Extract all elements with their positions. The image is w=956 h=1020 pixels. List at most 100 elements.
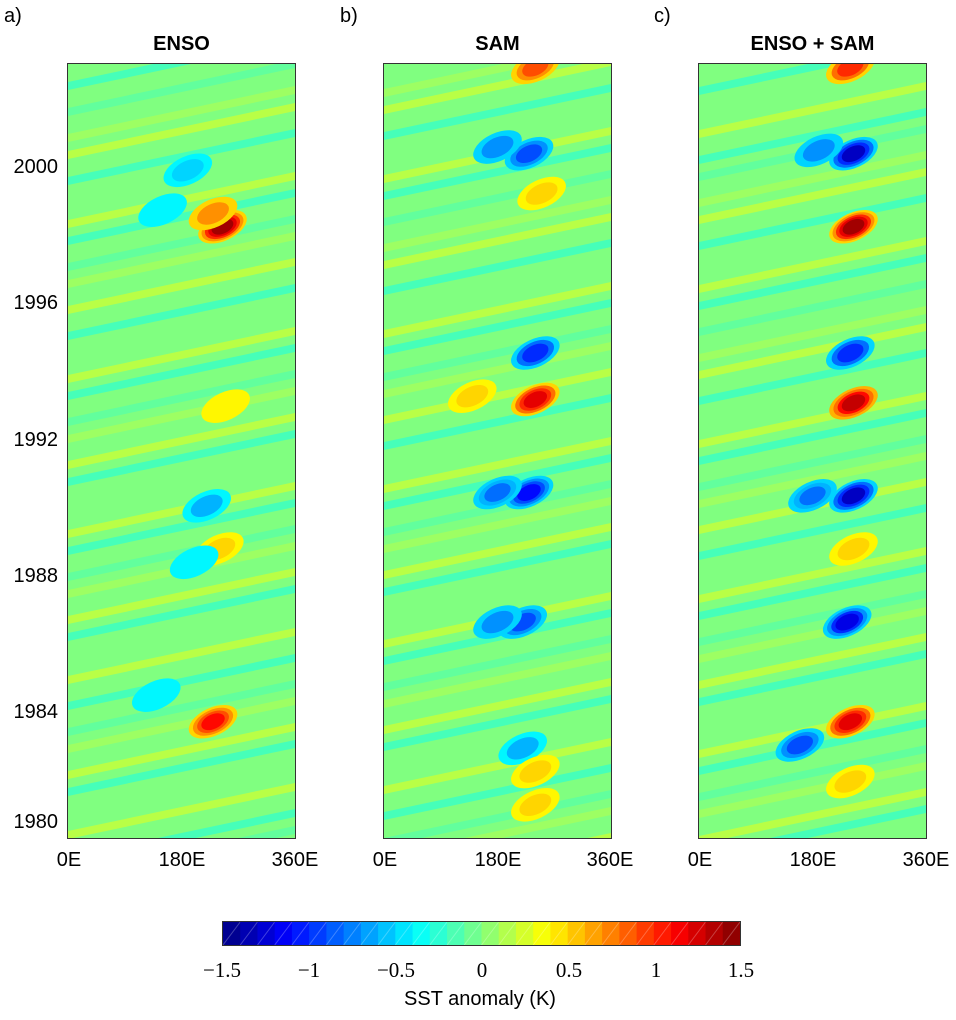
- colorbar-segment: [240, 922, 258, 945]
- heatmap-anomaly-blob: [131, 678, 181, 712]
- colorbar-hatch: [705, 922, 724, 945]
- colorbar-hatch: [481, 922, 500, 945]
- colorbar-tick-label: 0.5: [555, 958, 583, 982]
- heatmap-band: [699, 452, 926, 508]
- heatmap-band: [68, 413, 295, 469]
- heatmap-band: [699, 676, 926, 732]
- heatmap-band: [68, 482, 295, 538]
- heatmap-anomaly-blob: [522, 64, 549, 77]
- colorbar-hatch: [601, 922, 620, 945]
- heatmap-anomaly-blob: [201, 389, 250, 423]
- colorbar-hatch: [394, 922, 413, 945]
- colorbar-hatch: [653, 922, 672, 945]
- colorbar-segment: [291, 922, 310, 945]
- heatmap-band: [699, 435, 926, 491]
- colorbar-segment: [360, 922, 379, 945]
- heatmap-band: [384, 523, 611, 579]
- x-tick-label: 360E: [586, 849, 634, 871]
- heatmap-band: [699, 280, 926, 336]
- heatmap-band: [68, 129, 295, 185]
- colorbar-segment: [498, 922, 517, 945]
- panel-title-b: SAM: [475, 33, 520, 55]
- heatmap-band: [699, 237, 926, 293]
- colorbar-hatch: [550, 922, 569, 945]
- colorbar-hatch: [291, 922, 310, 945]
- heatmap-band: [384, 101, 611, 157]
- heatmap-band: [384, 64, 541, 97]
- heatmap-band: [68, 499, 295, 555]
- y-tick-label: 1988: [13, 565, 59, 587]
- y-tick-label: 1980: [13, 811, 59, 833]
- heatmap-anomaly-blob: [834, 770, 867, 793]
- colorbar-hatch: [257, 922, 276, 945]
- heatmap-svg-a: [68, 64, 295, 838]
- colorbar-hatch: [239, 922, 258, 945]
- colorbar-tick-label: −0.5: [376, 958, 416, 982]
- heatmap-anomaly-blob: [835, 613, 859, 631]
- colorbar-segment: [550, 922, 569, 945]
- heatmap-band: [384, 213, 611, 269]
- heatmap-band: [699, 650, 926, 706]
- x-tick-label: 360E: [271, 849, 319, 871]
- colorbar-tick-label: 1.5: [727, 958, 755, 982]
- heatmap-svg-b: [384, 64, 611, 838]
- heatmap-band: [68, 740, 295, 796]
- heatmap-anomaly-blob: [786, 735, 814, 755]
- heatmap-band: [384, 652, 611, 708]
- heatmap-band: [68, 430, 295, 486]
- colorbar-segment: [412, 922, 431, 945]
- x-tick-label: 0E: [56, 849, 82, 871]
- heatmap-band: [68, 585, 295, 641]
- colorbar-hatch: [360, 922, 379, 945]
- heatmap-band: [699, 168, 926, 224]
- heatmap-band: [68, 783, 295, 838]
- colorbar-hatch: [377, 922, 396, 945]
- colorbar-svg: [223, 922, 740, 945]
- colorbar-hatch: [584, 922, 603, 945]
- heatmap-anomaly-blob: [138, 193, 187, 227]
- panel-title-a: ENSO: [153, 33, 210, 55]
- heatmap-anomaly-blob: [197, 202, 229, 225]
- heatmap-band: [384, 635, 611, 691]
- heatmap-band: [384, 566, 611, 622]
- heatmap-band: [68, 654, 295, 710]
- heatmap-anomaly-blob: [484, 483, 511, 502]
- colorbar-segment: [343, 922, 362, 945]
- heatmap-anomaly-blob: [481, 135, 514, 159]
- heatmap-anomaly-blob: [837, 64, 864, 77]
- colorbar-segment: [326, 922, 345, 945]
- heatmap-band: [157, 809, 295, 838]
- heatmap-band: [384, 764, 611, 820]
- colorbar-hatch: [532, 922, 551, 945]
- heatmap-anomaly-blob: [481, 610, 514, 634]
- colorbar-tick-label: −1.5: [202, 958, 242, 982]
- colorbar-hatch: [498, 922, 517, 945]
- heatmap-band: [384, 695, 611, 751]
- heatmap-anomaly-blob: [841, 487, 866, 505]
- heatmap-band: [384, 411, 611, 467]
- colorbar-segment: [223, 922, 241, 945]
- colorbar-segment: [274, 922, 293, 945]
- colorbar-segment: [464, 922, 482, 945]
- heatmap-band: [68, 370, 295, 426]
- y-tick-label: 2000: [13, 156, 59, 178]
- colorbar-segment: [533, 922, 551, 945]
- heatmap-anomaly-blob: [802, 139, 835, 162]
- colorbar-hatch: [343, 922, 362, 945]
- heatmap-band: [384, 394, 611, 450]
- heatmap-band: [384, 368, 611, 424]
- heatmap-band: [769, 805, 926, 838]
- colorbar-hatch: [722, 922, 740, 945]
- colorbar-hatch: [429, 922, 448, 945]
- heatmap-band: [68, 327, 295, 383]
- heatmap-anomaly-blob: [838, 713, 863, 731]
- heatmap-band: [68, 64, 191, 90]
- heatmap-band: [699, 547, 926, 603]
- heatmap-anomaly-blob: [525, 182, 558, 205]
- heatmap-band: [384, 144, 611, 200]
- heatmap-band: [699, 633, 926, 689]
- colorbar-hatch: [636, 922, 655, 945]
- heatmap-band: [699, 409, 926, 465]
- heatmap-anomaly-blob: [519, 760, 552, 783]
